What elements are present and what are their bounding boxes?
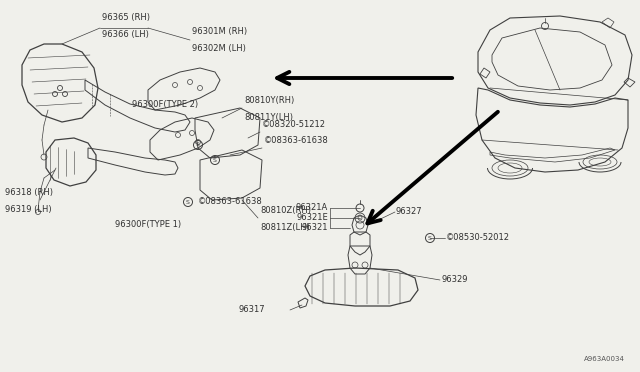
Text: 96321A: 96321A xyxy=(296,203,328,212)
Text: A963A0034: A963A0034 xyxy=(584,356,625,362)
Text: 96300F(TYPE 1): 96300F(TYPE 1) xyxy=(115,220,181,229)
Text: 96321E: 96321E xyxy=(296,214,328,222)
Text: 96319 (LH): 96319 (LH) xyxy=(5,205,52,214)
Text: ©08530-52012: ©08530-52012 xyxy=(446,234,510,243)
Text: ©08363-61638: ©08363-61638 xyxy=(264,136,329,145)
Text: 96321: 96321 xyxy=(301,224,328,232)
Text: S: S xyxy=(186,199,190,205)
Text: 96318 (RH): 96318 (RH) xyxy=(5,188,53,197)
Text: 96301M (RH): 96301M (RH) xyxy=(192,27,247,36)
Text: 96300F(TYPE 2): 96300F(TYPE 2) xyxy=(132,100,198,109)
Text: 96317: 96317 xyxy=(238,305,265,314)
Text: 96329: 96329 xyxy=(442,276,468,285)
Text: 96366 (LH): 96366 (LH) xyxy=(102,30,149,39)
Text: 80810Z(RH): 80810Z(RH) xyxy=(260,206,311,215)
Text: ©08363-61638: ©08363-61638 xyxy=(198,198,263,206)
Text: ©08320-51212: ©08320-51212 xyxy=(262,120,326,129)
Text: S: S xyxy=(428,235,432,241)
Text: 80811Z(LH): 80811Z(LH) xyxy=(260,223,310,232)
Text: 96327: 96327 xyxy=(396,208,422,217)
Text: 80810Y(RH): 80810Y(RH) xyxy=(244,96,294,105)
Text: S: S xyxy=(213,157,217,163)
Text: 96302M (LH): 96302M (LH) xyxy=(192,44,246,53)
Text: 80811Y(LH): 80811Y(LH) xyxy=(244,113,293,122)
Text: S: S xyxy=(196,142,200,148)
Text: 96365 (RH): 96365 (RH) xyxy=(102,13,150,22)
